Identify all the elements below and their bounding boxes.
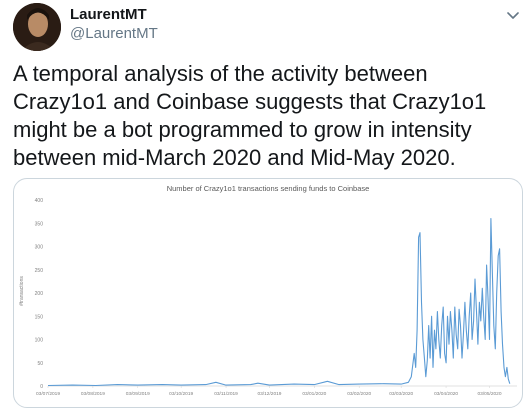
x-tick-label: 03/04/2020 [434, 391, 458, 397]
tweet-text: A temporal analysis of the activity betw… [13, 61, 487, 170]
y-tick-label: 300 [35, 245, 44, 251]
x-tick-label: 03/11/2019 [214, 391, 238, 397]
x-tick-label: 03/10/2019 [169, 391, 193, 397]
y-tick-label: 350 [35, 221, 44, 227]
series-layer [47, 218, 511, 387]
chevron-down-icon[interactable] [506, 8, 520, 22]
y-axis-label: #transactions [19, 276, 25, 306]
chart-title: Number of Crazy1o1 transactions sending … [167, 184, 370, 193]
x-axis: 03/07/2019 03/08/2019 03/09/2019 03/10/2019… [36, 386, 502, 397]
author-name[interactable]: LaurentMT [70, 6, 147, 23]
y-tick-label: 50 [37, 361, 43, 367]
y-tick-label: 250 [35, 268, 44, 274]
y-tick-label: 0 [40, 384, 43, 390]
x-tick-label: 03/12/2019 [257, 391, 281, 397]
y-tick-label: 150 [35, 314, 44, 320]
y-tick-label: 100 [35, 338, 44, 344]
x-tick-label: 03/02/2020 [347, 391, 371, 397]
x-tick-label: 03/01/2020 [302, 391, 326, 397]
y-tick-label: 400 [35, 198, 44, 204]
author-handle[interactable]: @LaurentMT [70, 25, 158, 42]
line-chart: Number of Crazy1o1 transactions sending … [19, 184, 517, 397]
series-line-0 [47, 218, 511, 387]
y-axis: 0 50 100 150 200 250 300 350 400 [35, 198, 44, 390]
avatar[interactable] [13, 3, 61, 51]
x-tick-label: 03/03/2020 [389, 391, 413, 397]
x-tick-label: 03/05/2020 [477, 391, 501, 397]
x-tick-label: 03/07/2019 [36, 391, 60, 397]
y-tick-label: 200 [35, 291, 44, 297]
tweet-media-card[interactable]: Number of Crazy1o1 transactions sending … [13, 178, 523, 408]
x-tick-label: 03/09/2019 [126, 391, 150, 397]
x-tick-label: 03/08/2019 [81, 391, 105, 397]
avatar-image [13, 3, 61, 51]
